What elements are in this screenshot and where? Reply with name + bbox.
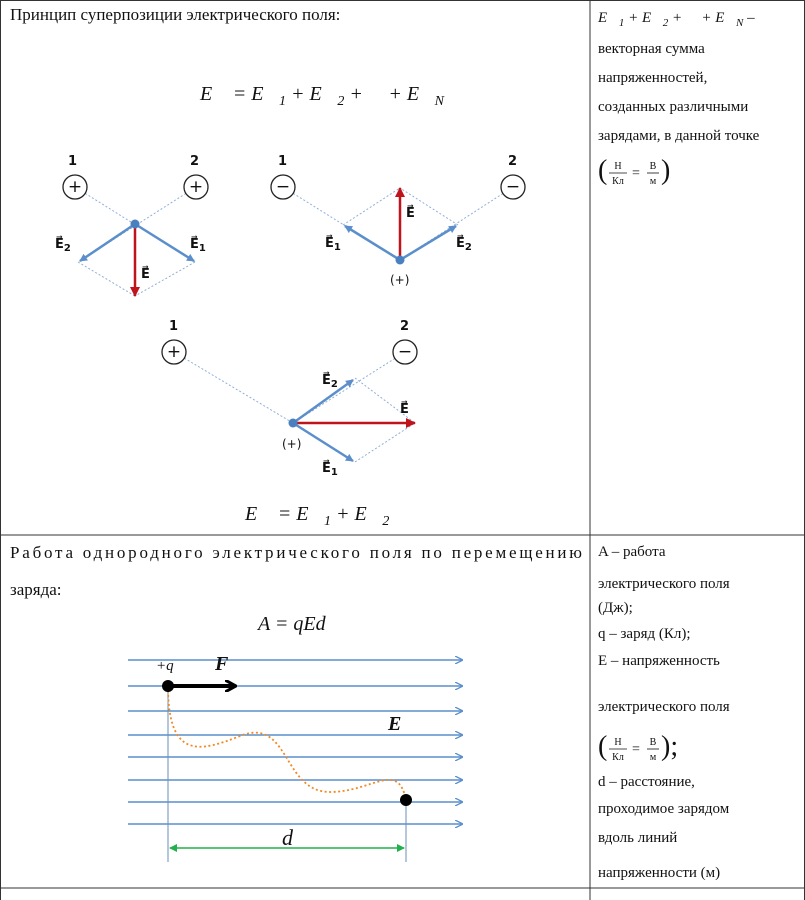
charge-number: 1 <box>68 154 77 169</box>
text-line: проходимое зарядом <box>598 801 730 817</box>
vector-label: E⃗ <box>141 266 150 282</box>
sum-formula: E⃗1 + E⃗2 + ⋯ + E⃗N – <box>597 10 755 29</box>
charge-number: 2 <box>400 319 409 334</box>
text-line: электрического поля <box>598 699 730 715</box>
charge-label: +q <box>156 658 174 674</box>
vector-label: E⃗ <box>406 205 415 221</box>
text-line: E – напряженность <box>598 653 720 669</box>
fraction-den: Кл <box>612 176 624 187</box>
point-label: (+) <box>282 437 301 451</box>
text-line: вдоль линий <box>598 830 677 846</box>
diagram: + − 1 2 E⃗2 E⃗1 E⃗ (+) <box>161 319 418 478</box>
vector-label: E⃗ <box>400 401 409 417</box>
text-line: электрического поля <box>598 576 730 592</box>
point-label: (+) <box>390 273 409 287</box>
paren: ); <box>661 731 678 762</box>
text-line: созданных различными <box>598 99 748 115</box>
fraction-num: В <box>650 737 657 748</box>
charge-sign: − <box>506 177 520 197</box>
charge-number: 2 <box>190 154 199 169</box>
charge-number: 1 <box>278 154 287 169</box>
vector-label: E⃗1 <box>322 460 338 478</box>
text-line: A – работа <box>598 544 666 560</box>
charge-sign: − <box>276 177 290 197</box>
text-line: q – заряд (Кл); <box>598 626 691 642</box>
units: ( Н Кл = Вм) <box>598 155 670 187</box>
text-line: d – расстояние, <box>598 774 695 790</box>
paren: ) <box>661 155 670 186</box>
text-line: (Дж); <box>598 600 633 616</box>
vector-label: E⃗2 <box>55 236 71 254</box>
fraction-num: В <box>650 161 657 172</box>
vector-label: E⃗2 <box>322 372 338 390</box>
distance-label: d <box>282 825 294 850</box>
equals: = <box>632 166 640 181</box>
force-label: F⃗ <box>214 653 244 675</box>
fraction-den: м <box>650 752 657 763</box>
vector-label: E⃗2 <box>456 235 472 253</box>
charge-sign: + <box>68 177 82 197</box>
formula: E⃗ = E⃗1 + E⃗2 <box>244 503 389 529</box>
diagram: + + 1 2 E⃗2 E⃗1 E⃗ <box>55 154 209 297</box>
diagram: − − 1 2 E⃗1 E⃗2 E⃗ (+) <box>270 154 526 287</box>
paren: ( <box>598 155 607 186</box>
heading: Работа однородного электрического поля п… <box>10 543 582 562</box>
text-line: зарядами, в данной точке <box>598 128 760 144</box>
charge-sign: − <box>398 342 412 362</box>
fraction-num: Н <box>614 737 621 748</box>
formula: A = qEd <box>256 613 327 635</box>
formula: E⃗ = E⃗1 + E⃗2 + ⋯ + E⃗N <box>199 83 445 109</box>
charge-number: 2 <box>508 154 517 169</box>
field-lines <box>128 660 462 862</box>
fraction-den: Кл <box>612 752 624 763</box>
heading: заряда: <box>10 580 62 599</box>
equals: = <box>632 742 640 757</box>
charge-sign: + <box>167 342 181 362</box>
fraction-num: Н <box>614 161 621 172</box>
text-line: напряженности (м) <box>598 865 720 881</box>
charge-sign: + <box>189 177 203 197</box>
text-line: напряженностей, <box>598 70 707 86</box>
paren: ( <box>598 731 607 762</box>
vector-label: E⃗1 <box>325 235 341 253</box>
charge-number: 1 <box>169 319 178 334</box>
text-line: векторная сумма <box>598 41 705 57</box>
field-label: E⃗ <box>387 713 417 735</box>
units: ( Н Кл = Вм); <box>598 731 678 763</box>
fraction-den: м <box>650 176 657 187</box>
vector-label: E⃗1 <box>190 236 206 254</box>
heading: Принцип суперпозиции электрического поля… <box>10 5 340 24</box>
